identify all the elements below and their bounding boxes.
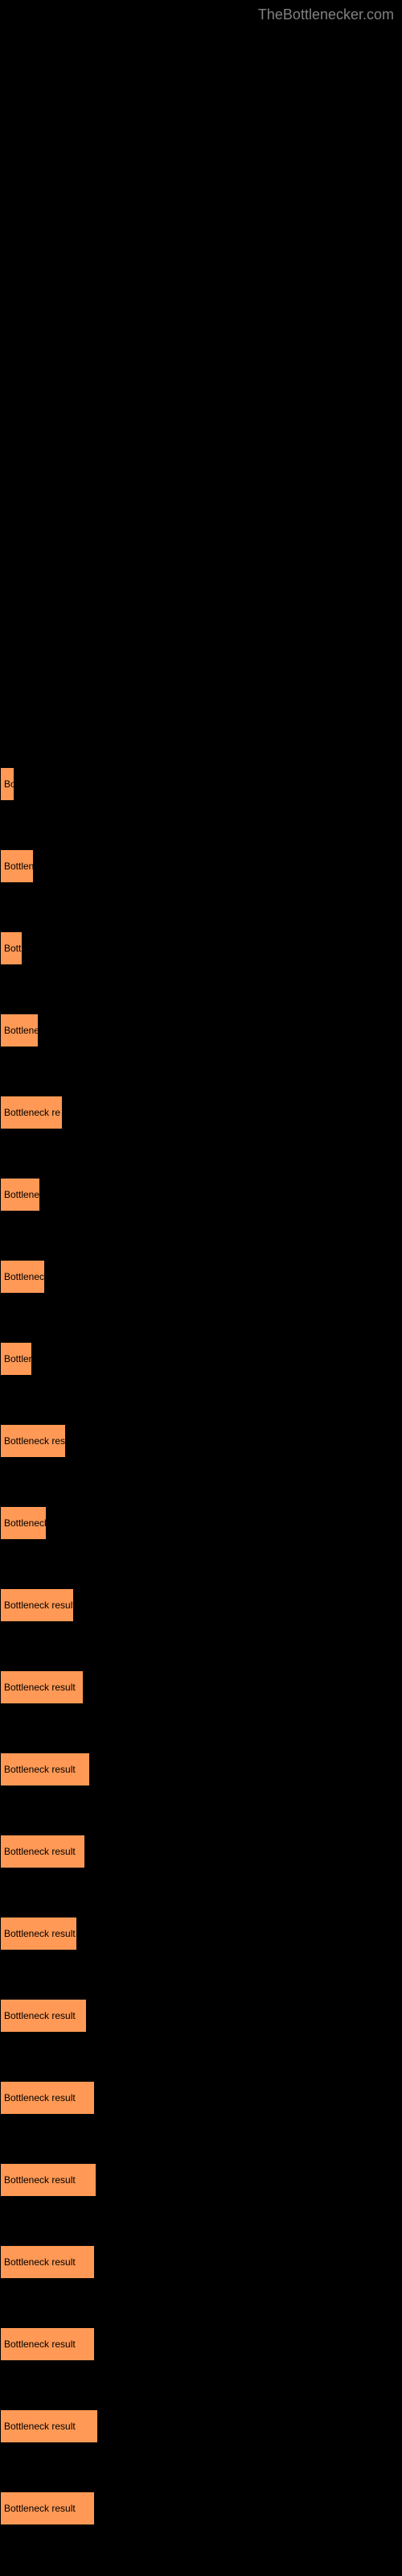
bar-row: Bo bbox=[0, 757, 402, 811]
bar-row: Bottleneck bbox=[0, 1249, 402, 1304]
bar-row: Bottlen bbox=[0, 1331, 402, 1386]
chart-bar: Bottlen bbox=[0, 1342, 32, 1376]
bar-label: Bottleneck result bbox=[4, 2339, 76, 2350]
bar-row: Bottlene bbox=[0, 1003, 402, 1058]
chart-bar: Bottleneck result bbox=[0, 2245, 95, 2279]
chart-bar: Bottleneck bbox=[0, 1260, 45, 1294]
chart-bar: Bottleneck res bbox=[0, 1424, 66, 1458]
bar-label: Bottleneck result bbox=[4, 1600, 74, 1611]
bar-label: Bottleneck result bbox=[4, 2174, 76, 2186]
bar-row: Bottleneck result bbox=[0, 2070, 402, 2125]
bar-row: Bottleneck result bbox=[0, 2317, 402, 2372]
bar-row: Bottleneck result bbox=[0, 2153, 402, 2207]
bar-label: Bottlene bbox=[4, 1189, 39, 1200]
bar-row: Bottleneck result bbox=[0, 2399, 402, 2454]
chart-bar: Bottleneck bbox=[0, 1506, 47, 1540]
bar-label: Bottleneck result bbox=[4, 1846, 76, 1857]
chart-bar: Bottleneck result bbox=[0, 1917, 77, 1951]
chart-bar: Bottleneck result bbox=[0, 1588, 74, 1622]
chart-bar: Bottleneck result bbox=[0, 1670, 84, 1704]
bar-row: Bott bbox=[0, 921, 402, 976]
bar-label: Bottleneck result bbox=[4, 2421, 76, 2432]
chart-bar: Bottleneck result bbox=[0, 2327, 95, 2361]
bar-label: Bottleneck result bbox=[4, 2010, 76, 2021]
chart-bar: Bottleneck result bbox=[0, 2491, 95, 2525]
bar-label: Bottleneck re bbox=[4, 1107, 60, 1118]
bar-label: Bottleneck result bbox=[4, 1764, 76, 1775]
bar-row: Bottleneck re bbox=[0, 1085, 402, 1140]
chart-bar: Bo bbox=[0, 767, 14, 801]
bar-label: Bo bbox=[4, 778, 14, 790]
chart-bar: Bottleneck result bbox=[0, 1835, 85, 1868]
chart-bar: Bottleneck re bbox=[0, 1096, 63, 1129]
chart-bar: Bottlene bbox=[0, 1178, 40, 1212]
bar-row: Bottlen bbox=[0, 839, 402, 894]
chart-bar: Bottleneck result bbox=[0, 2163, 96, 2197]
bar-row: Bottleneck res bbox=[0, 1414, 402, 1468]
bar-label: Bottlene bbox=[4, 1025, 39, 1036]
bar-label: Bottlen bbox=[4, 861, 34, 872]
bar-row: Bottlene bbox=[0, 1167, 402, 1222]
bar-row: Bottleneck result bbox=[0, 1660, 402, 1715]
chart-bar: Bottleneck result bbox=[0, 1752, 90, 1786]
chart-bar: Bott bbox=[0, 931, 23, 965]
bar-label: Bottleneck res bbox=[4, 1435, 65, 1447]
bar-row: Bottleneck result bbox=[0, 1578, 402, 1633]
chart-bar: Bottleneck result bbox=[0, 2409, 98, 2443]
bar-row: Bottleneck result bbox=[0, 1988, 402, 2043]
chart-bar: Bottleneck result bbox=[0, 2081, 95, 2115]
bar-row: Bottleneck bbox=[0, 1496, 402, 1550]
bar-label: Bottleneck result bbox=[4, 1682, 76, 1693]
bar-label: Bottlen bbox=[4, 1353, 32, 1364]
chart-bar: Bottlene bbox=[0, 1013, 39, 1047]
bar-row: Bottleneck result bbox=[0, 2235, 402, 2289]
bar-row: Bottleneck result bbox=[0, 1742, 402, 1797]
bar-chart: Bo Bottlen Bott Bottlene Bottleneck re Bottle… bbox=[0, 757, 402, 2563]
chart-bar: Bottlen bbox=[0, 849, 34, 883]
bar-label: Bott bbox=[4, 943, 21, 954]
bar-row: Bottleneck result bbox=[0, 1824, 402, 1879]
bar-label: Bottleneck result bbox=[4, 2503, 76, 2514]
bar-label: Bottleneck result bbox=[4, 2092, 76, 2103]
bar-label: Bottleneck bbox=[4, 1271, 45, 1282]
watermark-text: TheBottlenecker.com bbox=[258, 6, 394, 23]
bar-row: Bottleneck result bbox=[0, 1906, 402, 1961]
chart-bar: Bottleneck result bbox=[0, 1999, 87, 2033]
bar-label: Bottleneck result bbox=[4, 2256, 76, 2268]
bar-row: Bottleneck result bbox=[0, 2481, 402, 2536]
bar-label: Bottleneck result bbox=[4, 1928, 76, 1939]
bar-label: Bottleneck bbox=[4, 1517, 47, 1529]
